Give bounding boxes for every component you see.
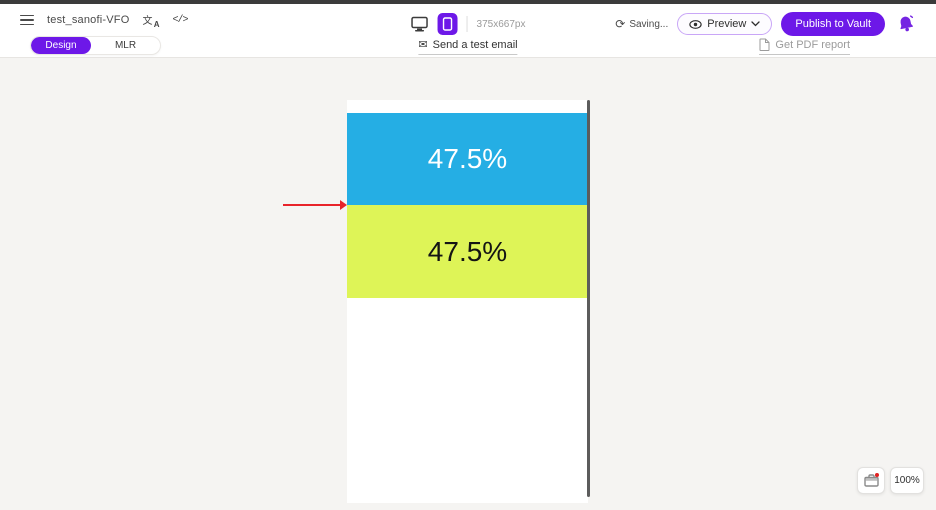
arrow-shaft — [283, 204, 340, 206]
envelope-icon: ✉ — [418, 39, 428, 51]
email-body: 47.5% 47.5% — [347, 100, 588, 298]
window-top-edge — [0, 0, 936, 4]
canvas-block-1[interactable]: 47.5% — [347, 205, 588, 298]
mode-tabs: Design MLR — [30, 36, 161, 55]
preview-button[interactable]: Preview — [677, 13, 773, 35]
get-pdf-report-link[interactable]: Get PDF report — [759, 38, 850, 55]
code-view-icon[interactable]: </> — [172, 14, 188, 26]
device-toggle-group: 375x667px — [411, 8, 526, 40]
pdf-file-icon — [759, 38, 770, 51]
tab-design[interactable]: Design — [31, 37, 91, 54]
sync-icon: ⟳ — [615, 17, 626, 31]
project-title: test_sanofi-VFO — [47, 14, 130, 26]
email-canvas[interactable]: 47.5% 47.5% — [347, 100, 588, 503]
tab-mlr[interactable]: MLR — [114, 40, 137, 51]
viewport-size-label: 375x667px — [476, 18, 526, 30]
canvas-scrollbar[interactable] — [587, 100, 590, 497]
briefcase-icon — [863, 474, 879, 487]
briefcase-button[interactable] — [857, 467, 885, 494]
canvas-block-0[interactable]: 47.5% — [347, 113, 588, 205]
annotation-arrow — [283, 200, 347, 210]
desktop-view-icon[interactable] — [411, 16, 429, 32]
header-divider — [466, 16, 468, 32]
publish-to-vault-button[interactable]: Publish to Vault — [781, 12, 885, 36]
arrow-head — [340, 200, 347, 210]
saving-status: ⟳ Saving... — [615, 18, 668, 30]
preview-button-label: Preview — [707, 18, 747, 30]
send-test-email-label: Send a test email — [432, 38, 518, 51]
secondary-toolbar: Design MLR ✉ Send a test email Get PDF r… — [0, 36, 936, 58]
zoom-level-button[interactable]: 100% — [890, 467, 924, 494]
get-pdf-report-label: Get PDF report — [775, 38, 850, 51]
chevron-down-icon — [751, 21, 761, 27]
eye-icon — [689, 19, 702, 29]
menu-icon[interactable] — [20, 14, 34, 26]
saving-status-label: Saving... — [629, 18, 669, 30]
send-test-email-link[interactable]: ✉ Send a test email — [418, 38, 518, 55]
notifications-bell-icon[interactable] — [894, 12, 918, 36]
translate-icon[interactable]: 文 A — [142, 15, 160, 29]
header-bar: test_sanofi-VFO 文 A </> 375x667px ⟳ — [0, 4, 936, 36]
header-left-group: test_sanofi-VFO 文 A </> — [0, 13, 189, 29]
mobile-view-icon[interactable] — [437, 13, 458, 35]
header-right-group: ⟳ Saving... Preview Publish to Vault — [615, 8, 918, 40]
notification-dot — [875, 473, 879, 477]
